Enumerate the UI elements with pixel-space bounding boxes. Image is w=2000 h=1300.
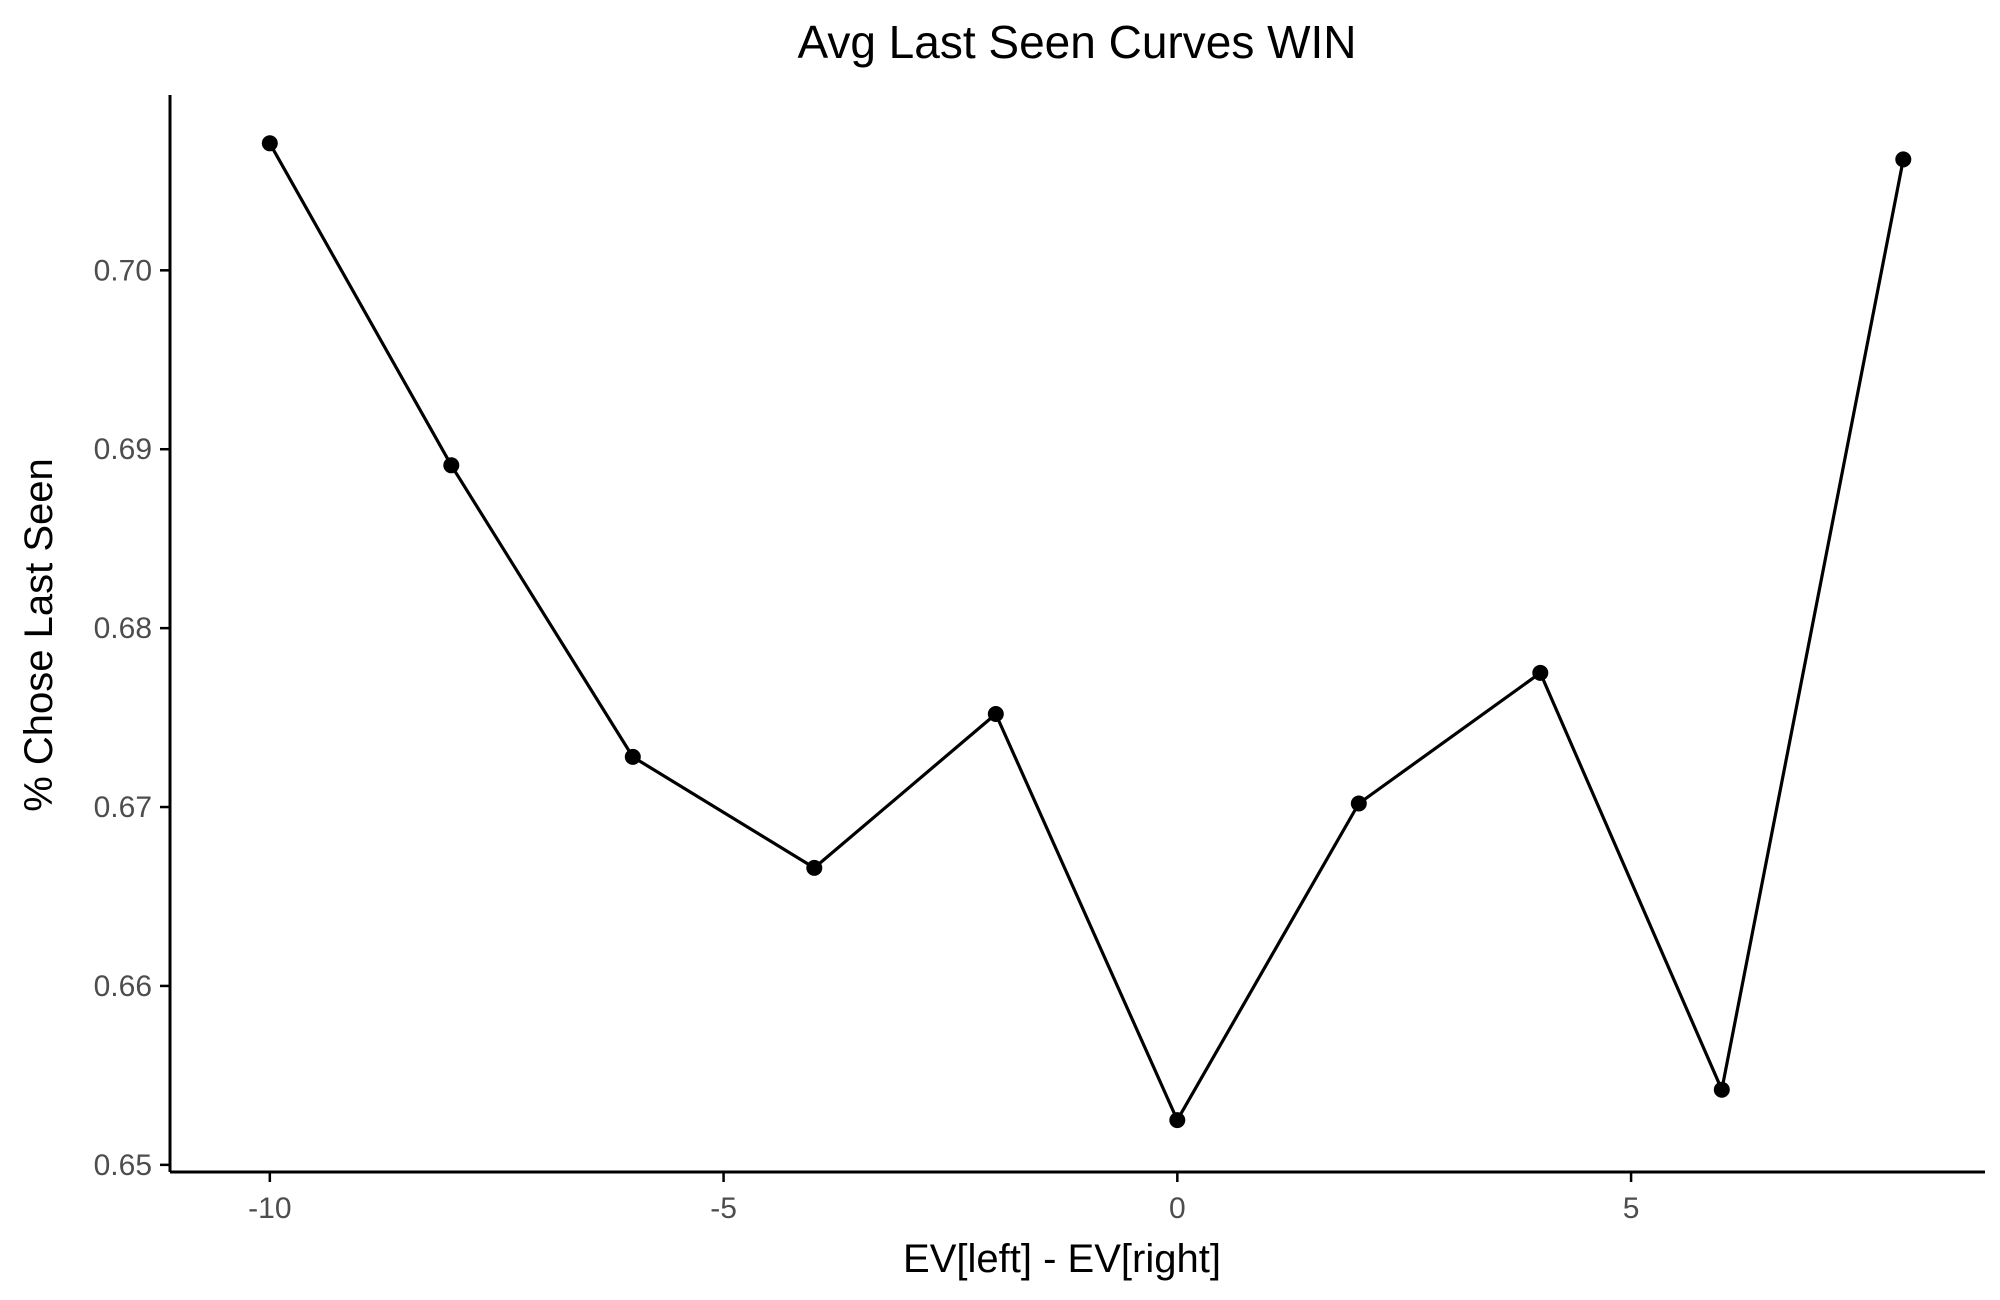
x-axis-title: EV[left] - EV[right]: [903, 1237, 1221, 1281]
y-tick-label: 0.67: [94, 791, 152, 824]
y-tick-label: 0.66: [94, 970, 152, 1003]
x-tick-label: 5: [1623, 1192, 1640, 1225]
x-tick-label: -10: [248, 1192, 291, 1225]
x-tick-label: 0: [1169, 1192, 1186, 1225]
chart-title: Avg Last Seen Curves WIN: [797, 16, 1356, 68]
data-point: [1169, 1112, 1186, 1129]
x-tick-label: -5: [710, 1192, 737, 1225]
y-tick-label: 0.65: [94, 1149, 152, 1182]
y-tick-label: 0.70: [94, 254, 152, 287]
data-point: [1350, 795, 1367, 812]
data-point: [1532, 664, 1549, 681]
y-axis: 0.65 0.66 0.67 0.68 0.69 0.70: [94, 95, 172, 1182]
data-point: [443, 457, 460, 474]
y-tick-label: 0.69: [94, 433, 152, 466]
data-point: [1895, 151, 1912, 168]
series-line: [268, 142, 1905, 1122]
data-point: [806, 859, 823, 876]
x-axis: -10 -5 0 5: [170, 1170, 1985, 1225]
data-point: [987, 706, 1004, 722]
series-layer: [261, 135, 1912, 1129]
data-point: [1713, 1081, 1730, 1098]
data-point: [261, 135, 278, 152]
y-axis-title: % Chose Last Seen: [17, 458, 61, 812]
y-tick-label: 0.68: [94, 612, 152, 645]
data-point: [624, 748, 641, 765]
